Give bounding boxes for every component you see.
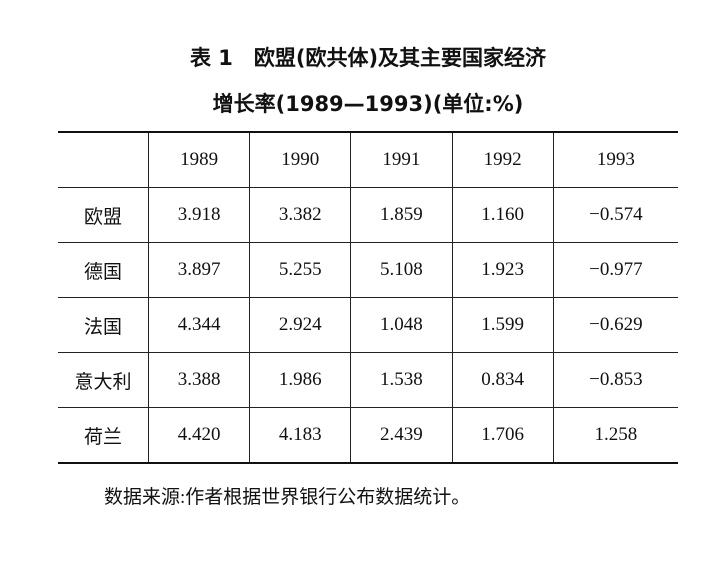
cell: 1.706 (451, 407, 554, 463)
cell: −0.853 (552, 352, 678, 408)
cell: 1.859 (350, 187, 453, 243)
header-cell: 1991 (350, 132, 453, 188)
header-cell: 1989 (147, 132, 250, 188)
row-label: 德国 (83, 261, 122, 283)
title-line: 增长率(1989—1993)(单位:%) (212, 92, 524, 116)
table-row: 欧盟 3.918 3.382 1.859 1.160 −0.574 (58, 187, 678, 243)
corner-cell (58, 132, 149, 188)
row-label: 荷兰 (83, 426, 122, 448)
cell: 5.108 (350, 242, 453, 298)
cell: 1.258 (552, 407, 678, 463)
table-body: 1989 1990 1991 1992 1993 欧盟 3.918 3.382 1.859 1.1… (58, 132, 678, 463)
cell: 5.255 (249, 242, 351, 298)
title-line: 表 1 欧盟(欧共体)及其主要国家经济 (189, 46, 547, 70)
table-row: 德国 3.897 5.255 5.108 1.923 −0.977 (58, 242, 678, 298)
cell: 1.160 (451, 187, 554, 243)
cell: 1.599 (451, 297, 554, 353)
table-row: 意大利 3.388 1.986 1.538 0.834 −0.853 (58, 352, 678, 408)
row-label: 意大利 (74, 371, 132, 393)
cell: 3.388 (147, 352, 250, 408)
cell: 4.344 (147, 297, 250, 353)
table-row: 荷兰 4.420 4.183 2.439 1.706 1.258 (58, 407, 678, 463)
cell: 1.048 (350, 297, 453, 353)
cell: −0.629 (552, 297, 678, 353)
row-label: 欧盟 (83, 206, 122, 228)
cell: 0.834 (451, 352, 554, 408)
cell: 2.439 (350, 407, 453, 463)
source-note: 数据来源:作者根据世界银行公布数据统计。 (104, 487, 471, 508)
cell: 1.538 (350, 352, 453, 408)
header-cell: 1992 (451, 132, 554, 188)
table: 1989 1990 1991 1992 1993 欧盟 3.918 3.382 1.859 1.1… (58, 131, 678, 464)
cell: 3.918 (147, 187, 250, 243)
cell: 3.382 (249, 187, 351, 243)
cell: 4.183 (249, 407, 351, 463)
cell: 1.923 (451, 242, 554, 298)
row-label: 法国 (83, 316, 122, 338)
cell: −0.977 (552, 242, 678, 298)
header-cell: 1990 (249, 132, 351, 188)
cell: 3.897 (147, 242, 250, 298)
cell: 1.986 (249, 352, 351, 408)
table-row: 法国 4.344 2.924 1.048 1.599 −0.629 (58, 297, 678, 353)
header-cell: 1993 (552, 132, 678, 188)
cell: 2.924 (249, 297, 351, 353)
cell: −0.574 (552, 187, 678, 243)
header-row: 1989 1990 1991 1992 1993 (58, 132, 678, 188)
cell: 4.420 (147, 407, 250, 463)
